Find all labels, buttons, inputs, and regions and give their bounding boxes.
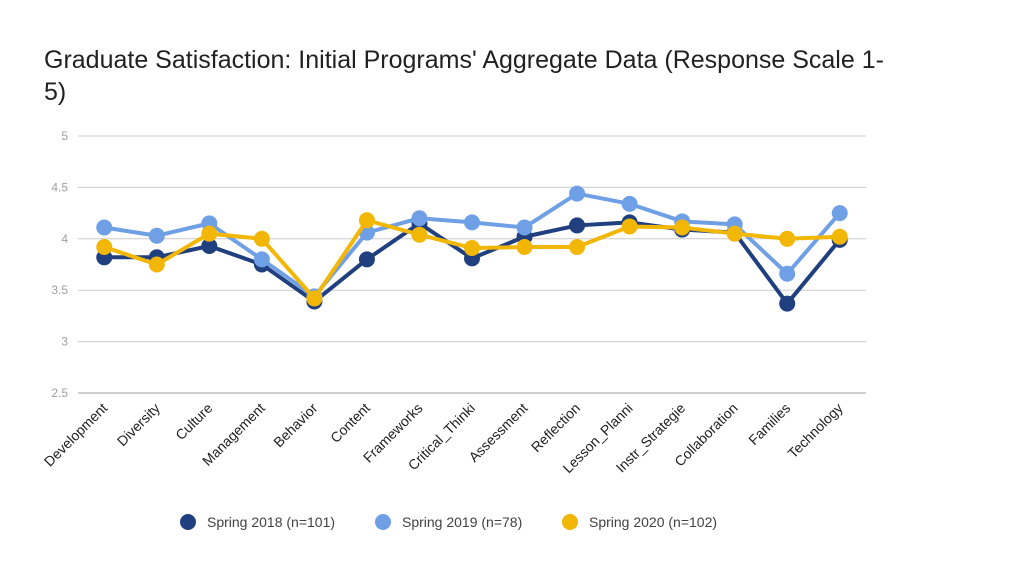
- data-point: [831, 205, 848, 222]
- y-tick-label: 4: [61, 232, 68, 246]
- y-axis-ticks: 2.5 3 3.5 4 4.5 5: [51, 129, 68, 400]
- x-tick-label: Families: [745, 400, 793, 448]
- legend: Spring 2018 (n=101) Spring 2019 (n=78) Spr…: [180, 514, 717, 530]
- legend-marker: [180, 514, 196, 530]
- data-point: [201, 237, 218, 254]
- data-point: [779, 265, 796, 282]
- data-point: [516, 239, 533, 256]
- data-point: [779, 230, 796, 247]
- x-tick-label: Behavior: [270, 400, 321, 451]
- data-point: [569, 239, 586, 256]
- x-tick-label: Technology: [784, 400, 845, 461]
- legend-marker: [562, 514, 578, 530]
- legend-marker: [375, 514, 391, 530]
- y-tick-label: 2.5: [51, 386, 68, 400]
- y-tick-label: 3: [61, 335, 68, 349]
- data-point: [96, 239, 113, 256]
- x-tick-label: Diversity: [114, 400, 163, 449]
- data-point: [569, 185, 586, 202]
- data-point: [779, 295, 796, 312]
- y-tick-label: 4.5: [51, 180, 68, 194]
- y-tick-label: 3.5: [51, 283, 68, 297]
- x-tick-label: Culture: [172, 400, 215, 443]
- y-tick-label: 5: [61, 129, 68, 143]
- data-point: [358, 212, 375, 229]
- data-point: [306, 290, 323, 307]
- data-point: [569, 217, 586, 234]
- data-point: [726, 225, 743, 242]
- data-point: [621, 218, 638, 235]
- legend-label: Spring 2019 (n=78): [402, 514, 522, 530]
- data-point: [148, 256, 165, 273]
- data-point: [411, 210, 428, 227]
- data-point: [253, 230, 270, 247]
- series-layer: [96, 185, 848, 312]
- data-point: [464, 214, 480, 231]
- data-point: [201, 225, 218, 242]
- legend-label: Spring 2020 (n=102): [589, 514, 717, 530]
- data-point: [831, 228, 848, 245]
- data-point: [96, 219, 113, 236]
- chart-title: Graduate Satisfaction: Initial Programs'…: [44, 46, 884, 106]
- data-point: [674, 219, 691, 236]
- data-point: [253, 251, 270, 268]
- data-point: [464, 240, 480, 257]
- legend-label: Spring 2018 (n=101): [207, 514, 335, 530]
- x-tick-label: Development: [41, 400, 111, 470]
- data-point: [621, 195, 638, 212]
- series-3: [96, 212, 848, 307]
- data-point: [516, 219, 533, 236]
- data-point: [358, 251, 375, 268]
- data-point: [148, 227, 165, 244]
- x-tick-label: Reflection: [528, 400, 583, 455]
- data-point: [411, 226, 428, 243]
- x-tick-label: Content: [327, 400, 373, 446]
